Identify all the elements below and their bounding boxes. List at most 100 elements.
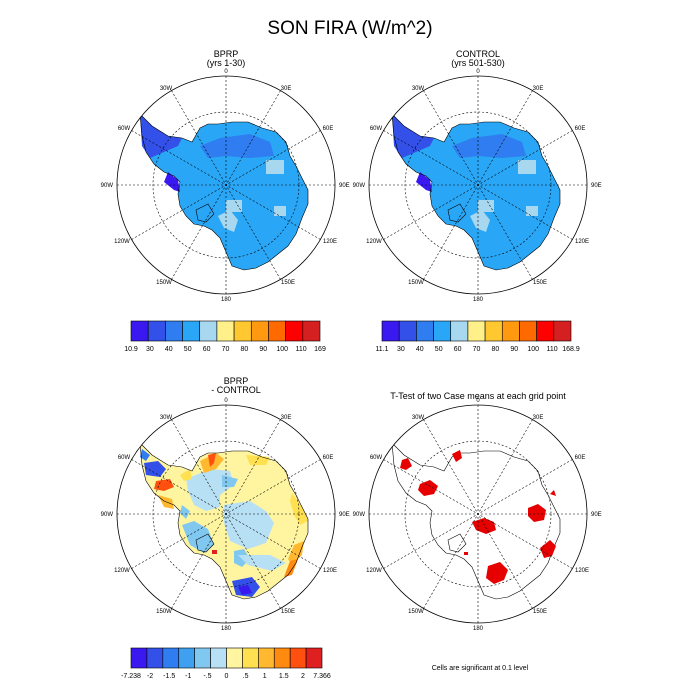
label-lon-120w: 120W <box>114 568 130 574</box>
figure-title: SON FIRA (W/m^2) <box>267 18 432 39</box>
label-lon-120w: 120W <box>114 239 130 245</box>
footnote: Cells are significant at 0.1 level <box>432 665 529 672</box>
colorbar-swatch <box>450 320 469 342</box>
colorbar-swatch <box>268 320 286 342</box>
label-lon-30e: 30E <box>533 415 544 421</box>
colorbar-swatch <box>250 320 269 342</box>
panel-ttest: T-Test of two Case means at each grid po… <box>353 391 602 672</box>
colorbar-label: 80 <box>492 346 500 353</box>
colorbar-label: 169 <box>314 346 326 353</box>
label-lon-120e: 120E <box>575 568 589 574</box>
panel-title-line2: (yrs 1-30) <box>207 58 246 68</box>
colorbar-label: 40 <box>165 346 173 353</box>
colorbar-label: 70 <box>222 346 230 353</box>
colorbar-label: -7.238 <box>121 673 141 680</box>
map-field <box>139 442 309 600</box>
map-grid <box>117 76 335 294</box>
label-lon-30e: 30E <box>281 86 292 92</box>
label-lon-60w: 60W <box>118 455 131 461</box>
panel-difference: BPRP - CONTROL <box>101 376 350 680</box>
colorbar: 10.9 30 40 50 60 70 80 90 100 110 169 <box>124 320 326 353</box>
colorbar-label: 0 <box>225 673 229 680</box>
colorbar-swatch <box>182 320 201 342</box>
label-lon-30w: 30W <box>160 415 173 421</box>
colorbar-label: 2 <box>301 673 305 680</box>
map-field <box>139 113 309 271</box>
colorbar-swatch <box>199 320 218 342</box>
label-lon-120e: 120E <box>323 239 337 245</box>
colorbar-swatch <box>501 320 520 342</box>
label-lon-90w: 90W <box>101 512 114 518</box>
map-field <box>391 113 561 271</box>
label-lon-0: 0 <box>224 69 228 75</box>
label-lon-90e: 90E <box>339 512 350 518</box>
significant-cells <box>400 450 556 584</box>
label-lon-150w: 150W <box>156 280 172 286</box>
label-lon-180: 180 <box>473 626 484 632</box>
colorbar-swatch <box>162 647 180 669</box>
panel-control: CONTROL (yrs 501-530) <box>353 49 602 353</box>
map-labels: 0 180 90W 90E 30W 60W 30E 60E 120W 150W … <box>101 69 350 303</box>
map-boundary <box>116 404 336 624</box>
label-lon-60w: 60W <box>118 126 131 132</box>
colorbar-label: 30 <box>397 346 405 353</box>
label-lon-90e: 90E <box>591 183 602 189</box>
map-grid <box>117 405 335 623</box>
colorbar-label: .5 <box>243 673 249 680</box>
label-lon-150e: 150E <box>281 609 295 615</box>
colorbar-swatch <box>146 647 164 669</box>
colorbar: -7.238 -2 -1.5 -1 -.5 0 .5 1 1.5 2 7.366 <box>121 647 331 680</box>
colorbar-label: 110 <box>296 346 307 353</box>
label-lon-150e: 150E <box>281 280 295 286</box>
label-lon-180: 180 <box>473 297 484 303</box>
colorbar-swatch <box>210 647 227 669</box>
label-lon-60w: 60W <box>370 455 383 461</box>
map-boundary <box>368 404 588 624</box>
colorbar: 11.1 30 40 50 60 70 80 90 100 110 168.9 <box>375 320 580 353</box>
map-boundary <box>116 75 336 295</box>
colorbar-label: 7.366 <box>313 673 331 680</box>
colorbar-label: -2 <box>147 673 153 680</box>
colorbar-swatch <box>226 647 243 669</box>
label-lon-60e: 60E <box>575 126 586 132</box>
colorbar-swatch <box>289 647 307 669</box>
label-lon-0: 0 <box>224 398 228 404</box>
colorbar-swatch <box>519 320 537 342</box>
colorbar-label: -1.5 <box>163 673 175 680</box>
label-lon-150w: 150W <box>408 280 424 286</box>
colorbar-swatch <box>242 647 259 669</box>
colorbar-label: 80 <box>241 346 249 353</box>
colorbar-swatch <box>416 320 434 342</box>
colorbar-swatch <box>165 320 183 342</box>
colorbar-swatch <box>130 320 149 342</box>
colorbar-label: 100 <box>527 346 539 353</box>
label-lon-150w: 150W <box>408 609 424 615</box>
colorbar-swatch <box>147 320 166 342</box>
label-lon-30w: 30W <box>412 415 425 421</box>
label-lon-30w: 30W <box>160 86 173 92</box>
colorbar-swatch <box>130 647 148 669</box>
colorbar-label: 168.9 <box>562 346 580 353</box>
label-lon-150w: 150W <box>156 609 172 615</box>
colorbar-label: 10.9 <box>124 346 138 353</box>
label-lon-60w: 60W <box>370 126 383 132</box>
colorbar-swatch <box>484 320 503 342</box>
colorbar-label: 40 <box>416 346 424 353</box>
colorbar-label: 90 <box>510 346 518 353</box>
label-lon-150e: 150E <box>533 280 547 286</box>
map-labels: 0 180 90W 90E 30W 60W 30E 60E 120W 150W … <box>353 398 602 632</box>
colorbar-label: 60 <box>454 346 462 353</box>
label-lon-180: 180 <box>221 297 232 303</box>
colorbar-swatch <box>553 320 572 342</box>
colorbar-label: -.5 <box>203 673 211 680</box>
map-grid <box>369 76 587 294</box>
colorbar-swatch <box>536 320 555 342</box>
colorbar-swatch <box>178 647 195 669</box>
colorbar-swatch <box>381 320 400 342</box>
map-grid <box>369 405 587 623</box>
label-lon-90e: 90E <box>339 183 350 189</box>
label-lon-90w: 90W <box>353 512 366 518</box>
map-field <box>391 442 561 600</box>
colorbar-label: 90 <box>259 346 267 353</box>
colorbar-swatch <box>233 320 252 342</box>
